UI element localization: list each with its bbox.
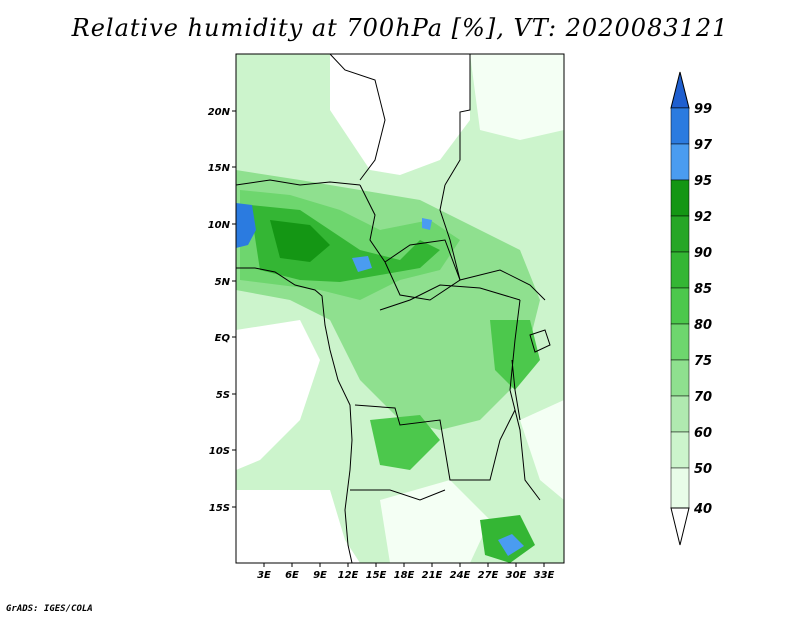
colorbar-top-arrow bbox=[670, 71, 690, 109]
map-frame bbox=[235, 53, 565, 564]
lon-label-12e: 12E bbox=[338, 570, 359, 581]
lon-label-15e: 15E bbox=[366, 570, 387, 581]
colorbar-label-70: 70 bbox=[694, 390, 712, 405]
border-chad-east bbox=[439, 184, 461, 281]
colorbar-seg-97 bbox=[670, 107, 690, 145]
lon-label-21e: 21E bbox=[422, 570, 443, 581]
saturated-patch-south bbox=[498, 534, 524, 556]
colorbar-seg-80 bbox=[670, 287, 690, 325]
border-niger-nigeria bbox=[236, 179, 361, 186]
border-libya bbox=[329, 54, 386, 181]
lat-label-15n: 15N bbox=[208, 163, 231, 174]
latitude-axis: 20N 15N 10N 5N EQ 5S 10S 15S bbox=[208, 107, 236, 514]
lon-label-3e: 3E bbox=[257, 570, 271, 581]
lat-label-10s: 10S bbox=[209, 446, 230, 457]
colorbar-seg-90 bbox=[670, 215, 690, 253]
border-south-sudan bbox=[459, 269, 546, 301]
lon-label-30e: 30E bbox=[506, 570, 527, 581]
longitude-axis: 3E 6E 9E 12E 15E 18E 21E 24E 27E 30E 33E bbox=[257, 563, 555, 581]
humidity-field bbox=[236, 54, 564, 563]
lat-label-15s: 15S bbox=[209, 503, 230, 514]
border-east bbox=[509, 299, 541, 501]
saturated-patch-center bbox=[352, 256, 372, 272]
lon-label-6e: 6E bbox=[285, 570, 299, 581]
colorbar-seg-50 bbox=[670, 431, 690, 469]
lat-label-eq: EQ bbox=[215, 333, 231, 344]
colorbar-label-99: 99 bbox=[694, 102, 712, 117]
coastline-west bbox=[236, 267, 353, 563]
dry-region-atlantic bbox=[236, 320, 320, 470]
lon-label-27e: 27E bbox=[478, 570, 499, 581]
lat-label-5s: 5S bbox=[216, 390, 230, 401]
colorbar-seg-70 bbox=[670, 359, 690, 397]
lon-label-33e: 33E bbox=[534, 570, 555, 581]
lon-label-18e: 18E bbox=[394, 570, 415, 581]
dry-region-south bbox=[380, 480, 490, 563]
lat-label-20n: 20N bbox=[208, 107, 231, 118]
colorbar-label-95: 95 bbox=[694, 174, 712, 189]
colorbar-label-92: 92 bbox=[694, 210, 712, 225]
colorbar-seg-60 bbox=[670, 395, 690, 433]
colorbar-label-97: 97 bbox=[694, 138, 713, 153]
saturated-patch-north bbox=[422, 218, 432, 230]
colorbar-seg-95 bbox=[670, 143, 690, 181]
saturated-patch-west bbox=[236, 203, 256, 248]
border-drc-south bbox=[354, 404, 516, 481]
colorbar-label-60: 60 bbox=[694, 426, 712, 441]
moist-east bbox=[490, 320, 540, 390]
border-drc-north bbox=[379, 284, 521, 311]
lon-label-9e: 9E bbox=[313, 570, 327, 581]
colorbar-label-85: 85 bbox=[694, 282, 712, 297]
colorbar-label-40: 40 bbox=[693, 502, 712, 517]
dry-region-southwest bbox=[236, 490, 360, 563]
border-chad-cameroon bbox=[359, 184, 386, 263]
colorbar-seg-75 bbox=[670, 323, 690, 361]
footer-credit: GrADS: IGES/COLA bbox=[6, 604, 93, 614]
colorbar-seg-92 bbox=[670, 179, 690, 217]
moist-center-south bbox=[370, 415, 440, 470]
colorbar-bottom-arrow bbox=[670, 507, 690, 546]
colorbar-label-50: 50 bbox=[694, 462, 712, 477]
moist-core bbox=[270, 220, 330, 262]
border-egypt-sudan bbox=[444, 54, 471, 186]
colorbar-label-75: 75 bbox=[694, 354, 712, 369]
lon-label-24e: 24E bbox=[450, 570, 471, 581]
colorbar-label-80: 80 bbox=[694, 318, 712, 333]
lake-tanganyika bbox=[511, 359, 521, 421]
colorbar-label-90: 90 bbox=[694, 246, 712, 261]
dry-region-east bbox=[520, 400, 564, 500]
chart-title: Relative humidity at 700hPa [%], VT: 202… bbox=[71, 14, 729, 42]
colorbar-seg-85 bbox=[670, 251, 690, 289]
dry-region-north-east bbox=[470, 54, 564, 140]
lat-label-5n: 5N bbox=[215, 277, 231, 288]
colorbar-seg-40 bbox=[670, 467, 690, 509]
colorbar: 99 97 95 92 90 85 80 75 70 60 50 40 bbox=[670, 71, 713, 546]
lake-victoria bbox=[529, 329, 551, 353]
lat-label-10n: 10N bbox=[208, 220, 231, 231]
border-angola-south bbox=[350, 489, 446, 501]
dry-region-north bbox=[330, 54, 470, 175]
